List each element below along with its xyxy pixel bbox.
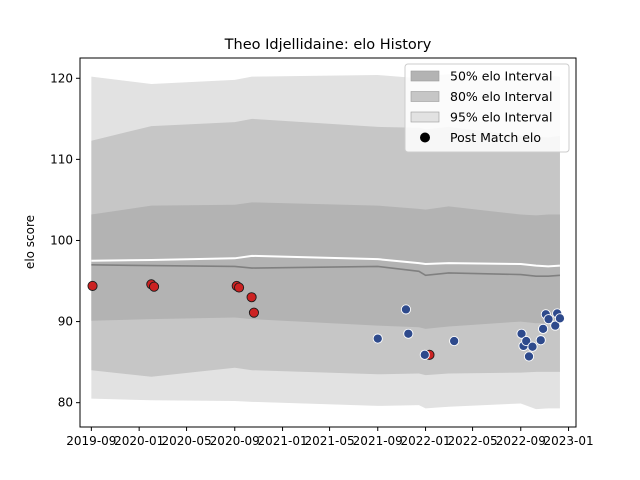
legend-label: 50% elo Interval — [450, 69, 552, 84]
post-match-point — [527, 341, 538, 352]
post-match-point — [543, 314, 554, 325]
x-tick-label: 2021-05 — [304, 434, 354, 448]
plot-frame — [79, 57, 577, 428]
y-tick-label: 100 — [50, 233, 73, 247]
median-line — [91, 264, 560, 277]
legend-label: Post Match elo — [450, 130, 541, 145]
post-match-point — [148, 281, 160, 292]
x-tick-label: 2023-01 — [543, 434, 593, 448]
match-points — [87, 279, 565, 362]
post-match-point — [449, 335, 460, 347]
post-match-point — [523, 351, 535, 362]
y-tick-label: 80 — [58, 396, 73, 410]
post-match-point — [372, 333, 383, 344]
post-match-point — [538, 323, 549, 334]
legend-swatch — [410, 111, 440, 123]
x-tick-label: 2021-01 — [257, 434, 307, 448]
post-match-point — [246, 292, 257, 303]
y-tick-label: 110 — [50, 152, 73, 166]
trend-lines — [91, 254, 561, 277]
y-axis: 80 90 100 110 120 — [50, 71, 80, 410]
post-match-point — [550, 320, 561, 331]
y-tick-label: 90 — [58, 315, 73, 329]
plot-area — [87, 74, 565, 410]
x-tick-label: 2019-09 — [66, 434, 116, 448]
post-match-point — [234, 282, 245, 293]
x-tick-label: 2022-09 — [496, 434, 546, 448]
mean-line — [91, 254, 561, 268]
x-tick-label: 2022-05 — [447, 434, 497, 448]
x-tick-label: 2020-05 — [161, 434, 211, 448]
y-tick-label: 120 — [50, 71, 73, 85]
legend-swatch — [410, 91, 440, 102]
post-match-point — [87, 280, 98, 291]
legend-swatch — [410, 70, 440, 82]
band-50-area — [91, 202, 560, 329]
legend-label: 80% elo Interval — [450, 89, 552, 104]
x-axis: 2019-092020-012020-052020-092021-012021-… — [66, 427, 594, 448]
x-tick-label: 2020-09 — [210, 434, 260, 448]
post-match-point — [554, 313, 565, 324]
legend-label: 95% elo Interval — [450, 110, 552, 125]
post-match-point — [535, 335, 546, 346]
post-match-point — [403, 328, 414, 339]
interval-bands — [91, 74, 560, 410]
chart-title: Theo Idjellidaine: elo History — [224, 37, 432, 53]
y-axis-label: elo score — [23, 215, 37, 269]
post-match-point — [521, 335, 532, 347]
legend-box — [404, 63, 570, 153]
post-match-point — [516, 328, 527, 339]
legend-marker — [420, 132, 430, 143]
x-tick-label: 2020-01 — [114, 434, 164, 448]
post-match-point — [419, 349, 430, 360]
x-tick-label: 2022-01 — [400, 434, 450, 448]
post-match-point — [248, 307, 259, 318]
post-match-point — [400, 304, 412, 315]
x-tick-label: 2021-09 — [353, 434, 403, 448]
legend: 50% elo Interval 80% elo Interval 95% elo … — [404, 63, 570, 153]
